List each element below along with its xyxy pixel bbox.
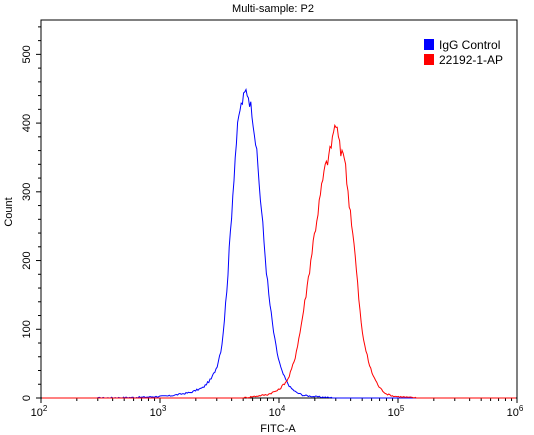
x-tick-label: 102: [31, 404, 48, 419]
x-axis-title: FITC-A: [260, 423, 296, 435]
legend-swatch: [424, 54, 434, 65]
legend-swatch: [424, 39, 434, 50]
series-line-0: [42, 87, 516, 399]
y-tick-label: 200: [21, 251, 33, 269]
y-tick-label: 300: [21, 183, 33, 201]
y-axis-title: Count: [3, 197, 15, 226]
series-line-1: [42, 123, 516, 399]
x-tick-label: 105: [388, 404, 405, 419]
x-axis-ticks: 102 103 104 105 106: [31, 398, 524, 419]
series-layer: [42, 87, 516, 399]
y-tick-label: 0: [21, 395, 33, 401]
x-tick-label: 104: [269, 404, 286, 419]
y-tick-label: 400: [21, 114, 33, 132]
plot-area: [40, 19, 518, 399]
legend-label: 22192-1-AP: [439, 53, 503, 67]
legend-label: IgG Control: [439, 38, 500, 52]
y-axis-ticks: 0 100 200 300 400 500: [21, 26, 41, 401]
x-tick-label: 106: [507, 404, 524, 419]
y-tick-label: 500: [21, 45, 33, 63]
chart-title: Multi-sample: P2: [232, 3, 314, 15]
y-tick-label: 100: [21, 320, 33, 338]
x-tick-label: 103: [150, 404, 167, 419]
